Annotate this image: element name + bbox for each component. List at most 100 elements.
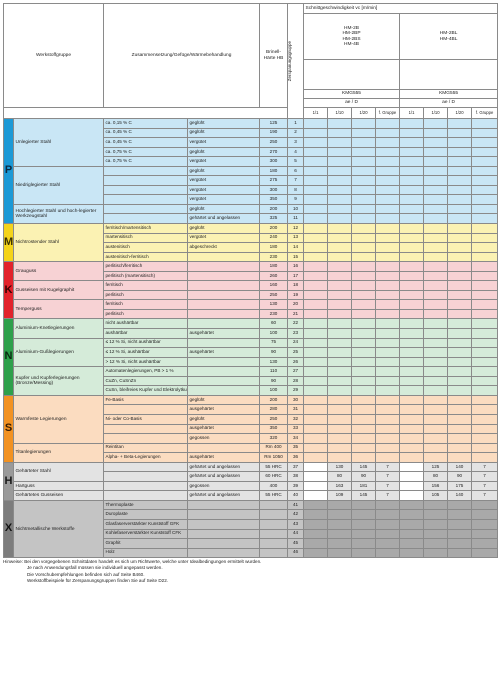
cutting-speed-cell: [423, 356, 449, 368]
hardness-cell: 350: [259, 194, 289, 205]
cutting-speed-cell: [423, 156, 449, 167]
composition-cell: [103, 433, 188, 444]
hardness-cell: 240: [259, 232, 289, 244]
header-zusammensetzung: Zusammensetzung/Gefüge/Wärmebehandlung: [102, 3, 261, 108]
cutting-speed-cell: [375, 194, 401, 205]
cutting-speed-cell: [303, 146, 329, 158]
cutting-speed-cell: [375, 413, 401, 425]
cutting-speed-cell: [423, 194, 449, 205]
cutting-speed-cell: [303, 137, 329, 148]
cutting-speed-cell: [303, 280, 329, 291]
cutting-speed-cell: [447, 509, 473, 520]
cutting-speed-cell: 7: [375, 471, 401, 482]
werkstoffgruppe-cell: Warmfeste Legierungen: [13, 394, 104, 444]
table-row: Kohlefaserverstärkter Kunststoff CFK 44: [4, 528, 499, 540]
heat-treatment-cell: geglüht: [186, 394, 261, 406]
machining-group-cell: 12: [287, 223, 305, 234]
cutting-speed-cell: [423, 175, 449, 186]
cutting-speed-cell: [303, 318, 329, 330]
group-letter-x: X: [3, 499, 14, 559]
header-spacer-right: [399, 59, 499, 90]
cutting-speed-cell: 145: [351, 490, 377, 501]
cutting-speed-cell: 125: [423, 461, 449, 473]
composition-cell: Graphit: [103, 538, 188, 549]
cutting-speed-cell: [399, 213, 425, 224]
group-letter-k: K: [3, 261, 14, 320]
cutting-speed-cell: [471, 184, 499, 196]
cutting-speed-cell: [471, 223, 499, 234]
table-row: martensitisch vergütet 240 13: [4, 232, 499, 244]
cutting-speed-cell: [303, 213, 329, 224]
werkstoffgruppe-cell: Niedriglegierter Stahl: [13, 165, 104, 205]
machining-group-cell: 33: [287, 423, 305, 435]
header-kmg-right: KMG555: [399, 89, 499, 99]
cutting-speed-cell: [399, 461, 425, 473]
hardness-cell: Rm 400: [259, 442, 289, 454]
cutting-speed-cell: [351, 156, 377, 167]
subcol-label: 1/10: [327, 107, 353, 119]
cutting-speed-cell: [375, 270, 401, 282]
cutting-speed-cell: [471, 156, 499, 167]
hardness-cell: 275: [259, 175, 289, 186]
cutting-speed-cell: [471, 433, 499, 444]
composition-cell: austenitisch-ferritisch: [103, 251, 188, 263]
cutting-speed-cell: [327, 356, 353, 368]
heat-treatment-cell: [186, 528, 261, 540]
werkstoffgruppe-cell: Gehärteter Stahl: [13, 461, 104, 482]
table-row: Aluminium-Gußlegierungen ≤ 12 % Si, nicht…: [4, 337, 499, 368]
cutting-speed-cell: [399, 375, 425, 387]
cutting-speed-cell: [447, 232, 473, 244]
table-header: Werkstoffgruppe Zusammensetzung/Gefüge/W…: [2, 3, 499, 119]
hardness-cell: 90: [259, 375, 289, 387]
cutting-speed-cell: [423, 366, 449, 377]
cutting-speed-cell: [303, 461, 329, 473]
cutting-speed-cell: [327, 452, 353, 463]
cutting-speed-cell: [471, 213, 499, 224]
werkstoffgruppe-cell: Kupfer und Kupferlegierungen (Bronze/Mes…: [13, 366, 104, 396]
cutting-speed-cell: [375, 499, 401, 511]
header-spacer-left: [303, 59, 401, 90]
werkstoffgruppe-cell: Nichtmetallische Werkstoffe: [13, 499, 104, 559]
cutting-speed-cell: [423, 318, 449, 330]
hardness-cell: [259, 538, 289, 549]
hardness-cell: [259, 547, 289, 559]
heat-treatment-cell: [186, 337, 261, 349]
machining-group-cell: 25: [287, 347, 305, 358]
machining-group-cell: 39: [287, 480, 305, 492]
cutting-speed-cell: [447, 299, 473, 310]
cutting-speed-cell: [471, 194, 499, 205]
cutting-speed-cell: [351, 270, 377, 282]
cutting-speed-cell: [423, 165, 449, 177]
machining-group-cell: 24: [287, 337, 305, 349]
cutting-speed-cell: [399, 194, 425, 205]
cutting-speed-cell: [351, 547, 377, 559]
heat-treatment-cell: [186, 261, 261, 272]
table-row: austenitisch-ferritisch 230 15: [4, 251, 499, 263]
cutting-speed-cell: 140: [447, 490, 473, 501]
composition-cell: Thermoplaste: [103, 499, 188, 511]
heat-treatment-cell: vergütet: [186, 175, 261, 186]
heat-treatment-cell: vergütet: [186, 137, 261, 148]
cutting-speed-cell: [327, 261, 353, 272]
header-ae-left: ae / D: [303, 98, 401, 108]
werkstoffgruppe-cell: Gusseisen mit Kugelgraphit: [13, 280, 104, 301]
machining-group-cell: 13: [287, 232, 305, 244]
cutting-speed-cell: [447, 261, 473, 272]
cutting-speed-cell: 163: [327, 480, 353, 492]
cutting-speed-cell: [303, 499, 329, 511]
cutting-speed-cell: [351, 137, 377, 148]
cutting-speed-cell: 156: [423, 480, 449, 492]
cutting-speed-cell: [375, 423, 401, 435]
composition-cell: Ni- oder Co-Basis: [103, 413, 188, 425]
cutting-speed-cell: [399, 118, 425, 129]
machining-group-cell: 44: [287, 528, 305, 540]
cutting-speed-cell: [471, 280, 499, 291]
cutting-speed-cell: [351, 394, 377, 406]
cutting-speed-cell: [399, 452, 425, 463]
cutting-speed-cell: [327, 337, 353, 349]
cutting-speed-cell: [327, 184, 353, 196]
machining-group-cell: 37: [287, 461, 305, 473]
cutting-speed-cell: [303, 394, 329, 406]
composition-cell: [103, 175, 188, 186]
cutting-speed-cell: [471, 375, 499, 387]
